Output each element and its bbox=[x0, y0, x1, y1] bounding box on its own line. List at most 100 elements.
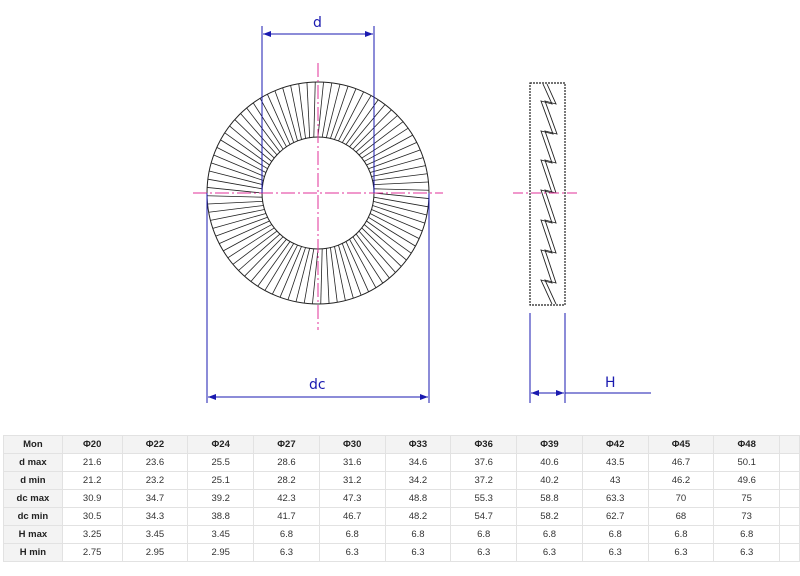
serration-line bbox=[250, 239, 287, 282]
value-cell: 75 bbox=[713, 489, 781, 508]
H-dimension bbox=[529, 313, 651, 403]
serration-line bbox=[279, 246, 302, 298]
row-label: d min bbox=[3, 471, 63, 490]
header-cell: Φ30 bbox=[318, 435, 386, 454]
value-cell: 62.7 bbox=[581, 507, 649, 526]
serration-line bbox=[361, 127, 409, 159]
serration-line bbox=[295, 248, 311, 302]
serration-line bbox=[274, 90, 295, 143]
table-row: H max 3.25 3.45 3.45 6.8 6.8 6.8 6.8 6.8 6.8 6.8 6.… bbox=[3, 525, 800, 544]
table-row: dc max 30.9 34.7 39.2 42.3 47.3 48.8 55.3 58.8 63… bbox=[3, 489, 800, 508]
serration-line bbox=[325, 84, 341, 138]
value-cell: 6.8 bbox=[450, 525, 518, 544]
value-cell: 58.8 bbox=[516, 489, 583, 508]
empty-cell bbox=[779, 471, 800, 490]
serration-line bbox=[207, 187, 263, 194]
value-cell: 68 bbox=[647, 507, 715, 526]
value-cell: 43.5 bbox=[581, 453, 649, 472]
serration-line bbox=[238, 233, 281, 271]
serration-line bbox=[267, 94, 291, 145]
row-label: dc max bbox=[3, 489, 63, 508]
serration-line bbox=[334, 246, 346, 301]
header-cell: Φ33 bbox=[384, 435, 452, 454]
serration-line bbox=[369, 213, 420, 240]
serration-line bbox=[207, 178, 263, 190]
serration-line bbox=[219, 220, 270, 244]
serration-line bbox=[210, 209, 265, 221]
serration-line bbox=[209, 170, 263, 186]
serration-line bbox=[303, 248, 315, 304]
serration-line bbox=[264, 243, 295, 291]
serration-line bbox=[216, 146, 267, 173]
value-cell: 6.8 bbox=[384, 525, 452, 544]
serration-line bbox=[282, 87, 298, 141]
serration-line bbox=[366, 220, 412, 254]
header-cell: Φ48 bbox=[713, 435, 781, 454]
serration-line bbox=[334, 88, 357, 140]
serration-line bbox=[341, 243, 362, 296]
value-cell: 2.95 bbox=[121, 543, 189, 562]
value-cell: 6.3 bbox=[450, 543, 518, 562]
value-cell: 47.3 bbox=[318, 489, 386, 508]
value-cell: 63.3 bbox=[581, 489, 649, 508]
serration-line bbox=[298, 83, 306, 139]
empty-cell bbox=[779, 453, 800, 472]
value-cell: 28.2 bbox=[253, 471, 320, 490]
empty-cell bbox=[779, 435, 800, 454]
value-cell: 6.3 bbox=[318, 543, 386, 562]
serration-line bbox=[213, 154, 265, 177]
serration-line bbox=[313, 82, 316, 138]
serration-line bbox=[207, 200, 263, 205]
front-view: d dc bbox=[193, 15, 443, 403]
value-cell: 50.1 bbox=[713, 453, 781, 472]
value-cell: 25.5 bbox=[187, 453, 255, 472]
empty-cell bbox=[779, 543, 800, 562]
value-cell: 21.2 bbox=[61, 471, 123, 490]
value-cell: 6.8 bbox=[581, 525, 649, 544]
serration-line bbox=[252, 102, 284, 150]
serration-line bbox=[224, 132, 270, 166]
serration-line bbox=[229, 125, 272, 162]
empty-cell bbox=[779, 489, 800, 508]
table-row: H min 2.75 2.95 2.95 6.3 6.3 6.3 6.3 6.3 6.3 6.3 6.… bbox=[3, 543, 800, 562]
value-cell: 37.2 bbox=[450, 471, 518, 490]
serration-line bbox=[345, 241, 369, 292]
value-cell: 48.8 bbox=[384, 489, 452, 508]
serration-line bbox=[355, 233, 390, 279]
d-label: d bbox=[313, 15, 322, 31]
serration-line bbox=[352, 109, 392, 150]
serration-line bbox=[364, 224, 407, 261]
H-label: H bbox=[605, 375, 616, 391]
value-cell: 73 bbox=[713, 507, 781, 526]
table-header-row: Mon Φ20 Φ22 Φ24 Φ27 Φ30 Φ33 Φ36 Φ39 Φ42 Φ45 Φ48 bbox=[3, 435, 800, 454]
value-cell: 46.2 bbox=[647, 471, 715, 490]
header-cell: Φ27 bbox=[253, 435, 320, 454]
value-cell: 6.3 bbox=[516, 543, 583, 562]
serration-line bbox=[271, 244, 298, 295]
serration-line bbox=[330, 86, 349, 139]
serration-line bbox=[349, 104, 386, 147]
serration-line bbox=[306, 82, 311, 138]
value-cell: 6.8 bbox=[647, 525, 715, 544]
serration-line bbox=[364, 134, 413, 162]
value-cell: 30.5 bbox=[61, 507, 123, 526]
header-cell: Mon bbox=[3, 435, 63, 454]
value-cell: 46.7 bbox=[647, 453, 715, 472]
side-outline bbox=[529, 82, 566, 306]
header-cell: Φ22 bbox=[121, 435, 189, 454]
serration-line bbox=[240, 113, 278, 156]
serration-line bbox=[290, 85, 302, 140]
serration-line bbox=[341, 95, 372, 143]
value-cell: 6.8 bbox=[516, 525, 583, 544]
serration-line bbox=[345, 99, 379, 145]
value-cell: 2.75 bbox=[61, 543, 123, 562]
side-view: H bbox=[513, 82, 651, 403]
d-dimension bbox=[261, 26, 375, 193]
serration-line bbox=[352, 236, 384, 284]
value-cell: 58.2 bbox=[516, 507, 583, 526]
serration-line bbox=[373, 200, 427, 216]
value-cell: 6.3 bbox=[713, 543, 781, 562]
serration-line bbox=[373, 196, 429, 208]
value-cell: 2.95 bbox=[187, 543, 255, 562]
serration-line bbox=[372, 173, 428, 181]
